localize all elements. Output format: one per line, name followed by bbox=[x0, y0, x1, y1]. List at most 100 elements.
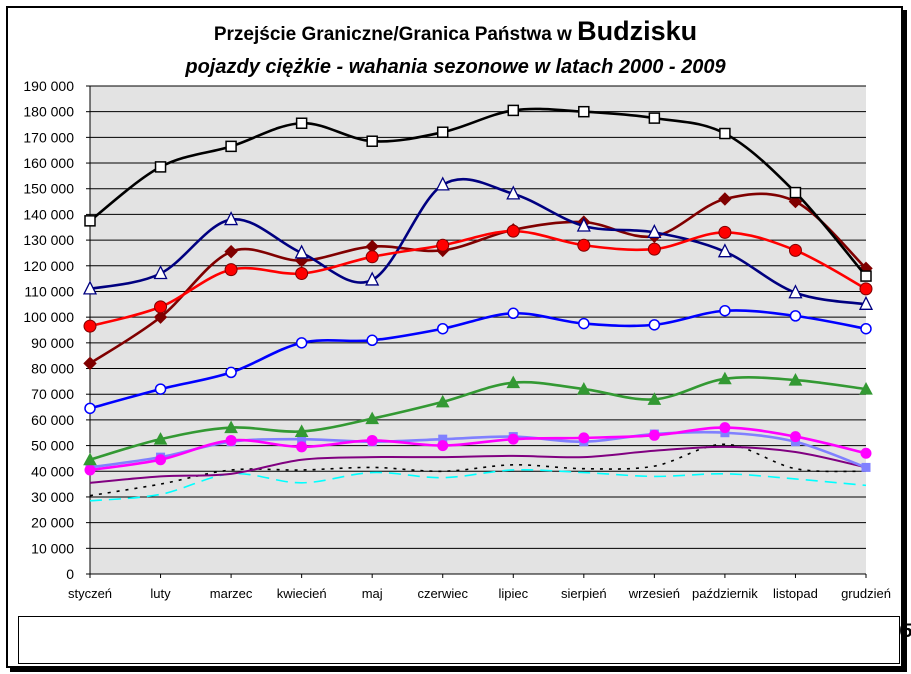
data-point bbox=[647, 223, 662, 239]
x-tick-label: czerwiec bbox=[417, 586, 468, 601]
data-point bbox=[860, 322, 872, 335]
data-point bbox=[859, 382, 873, 395]
x-tick-label: marzec bbox=[210, 586, 253, 601]
data-point bbox=[861, 462, 871, 472]
y-tick-label: 20 000 bbox=[31, 515, 74, 531]
data-point bbox=[295, 337, 308, 349]
x-tick-label: kwiecień bbox=[277, 586, 327, 601]
y-tick-label: 140 000 bbox=[23, 206, 74, 222]
data-point bbox=[860, 270, 872, 282]
data-point bbox=[507, 307, 520, 320]
y-tick-label: 40 000 bbox=[31, 463, 74, 479]
data-point bbox=[154, 300, 168, 314]
y-tick-label: 190 000 bbox=[23, 78, 74, 94]
y-tick-label: 30 000 bbox=[31, 489, 74, 505]
data-point bbox=[82, 280, 98, 295]
series-2008 bbox=[84, 104, 872, 282]
series-2001 bbox=[89, 445, 867, 484]
data-point bbox=[578, 432, 590, 444]
data-point bbox=[225, 366, 237, 379]
x-tick-label: maj bbox=[362, 586, 383, 601]
y-tick-label: 90 000 bbox=[31, 335, 74, 351]
data-point bbox=[294, 253, 309, 268]
data-point bbox=[717, 243, 732, 258]
y-tick-label: 160 000 bbox=[23, 155, 74, 171]
x-tick-label: sierpień bbox=[561, 586, 607, 601]
data-point bbox=[83, 319, 97, 333]
x-tick-label: lipiec bbox=[498, 586, 528, 601]
data-point bbox=[859, 282, 873, 296]
y-tick-label: 10 000 bbox=[31, 540, 74, 556]
series-line bbox=[89, 309, 867, 410]
data-point bbox=[294, 424, 309, 437]
x-tick-label: październik bbox=[692, 586, 758, 601]
data-point bbox=[648, 319, 661, 331]
data-point bbox=[294, 244, 309, 259]
series-line bbox=[89, 426, 867, 472]
data-point bbox=[366, 135, 378, 147]
x-tick-label: wrzesień bbox=[628, 586, 680, 601]
y-tick-label: 60 000 bbox=[31, 412, 74, 428]
data-point bbox=[224, 244, 238, 259]
data-point bbox=[295, 117, 308, 129]
data-point bbox=[788, 194, 803, 209]
data-point bbox=[224, 420, 238, 434]
chart-legend bbox=[18, 616, 900, 664]
data-point bbox=[578, 105, 590, 118]
data-point bbox=[789, 310, 802, 322]
data-point bbox=[83, 356, 97, 371]
chart-subtitle: pojazdy ciężkie - wahania sezonowe w lat… bbox=[185, 56, 726, 78]
data-point bbox=[507, 433, 519, 445]
data-point bbox=[578, 317, 590, 330]
data-point bbox=[860, 447, 872, 459]
data-point bbox=[155, 454, 167, 466]
series-line bbox=[89, 107, 867, 277]
y-tick-label: 130 000 bbox=[23, 232, 74, 248]
y-tick-label: 50 000 bbox=[31, 438, 74, 454]
series-2007 bbox=[82, 176, 874, 310]
data-point bbox=[84, 215, 96, 227]
data-point bbox=[365, 411, 380, 425]
series-2000 bbox=[89, 443, 867, 497]
data-point bbox=[648, 112, 661, 124]
data-point bbox=[788, 373, 803, 386]
series-line bbox=[89, 445, 867, 484]
data-point bbox=[648, 429, 660, 441]
x-tick-label: styczeń bbox=[68, 586, 112, 601]
data-point bbox=[224, 263, 238, 277]
data-point bbox=[84, 464, 96, 476]
data-point bbox=[506, 375, 521, 389]
data-point bbox=[718, 371, 732, 385]
data-point bbox=[366, 334, 378, 347]
data-point bbox=[436, 322, 449, 335]
data-point bbox=[788, 243, 802, 257]
y-tick-label: 120 000 bbox=[23, 258, 74, 274]
x-tick-label: luty bbox=[150, 586, 171, 601]
data-point bbox=[719, 422, 731, 434]
data-point bbox=[719, 304, 731, 317]
data-point bbox=[153, 310, 168, 324]
data-point bbox=[365, 271, 380, 286]
data-point bbox=[366, 434, 378, 446]
series-2009 bbox=[83, 224, 873, 333]
data-point bbox=[153, 432, 168, 445]
data-point bbox=[153, 265, 168, 280]
x-tick-label: listopad bbox=[773, 586, 818, 601]
data-point bbox=[788, 284, 803, 299]
data-point bbox=[296, 441, 308, 453]
data-point bbox=[858, 295, 874, 310]
data-point bbox=[436, 126, 449, 138]
series-line bbox=[89, 376, 867, 461]
data-point bbox=[506, 224, 520, 238]
y-tick-label: 0 bbox=[66, 566, 74, 582]
data-point bbox=[295, 266, 309, 280]
y-tick-label: 170 000 bbox=[23, 129, 74, 145]
data-point bbox=[718, 225, 732, 239]
data-point bbox=[789, 186, 802, 199]
chart-title-place: Budzisku bbox=[577, 16, 698, 46]
y-tick-label: 80 000 bbox=[31, 361, 74, 377]
data-point bbox=[365, 250, 379, 264]
y-tick-label: 70 000 bbox=[31, 386, 74, 402]
data-point bbox=[719, 127, 731, 140]
